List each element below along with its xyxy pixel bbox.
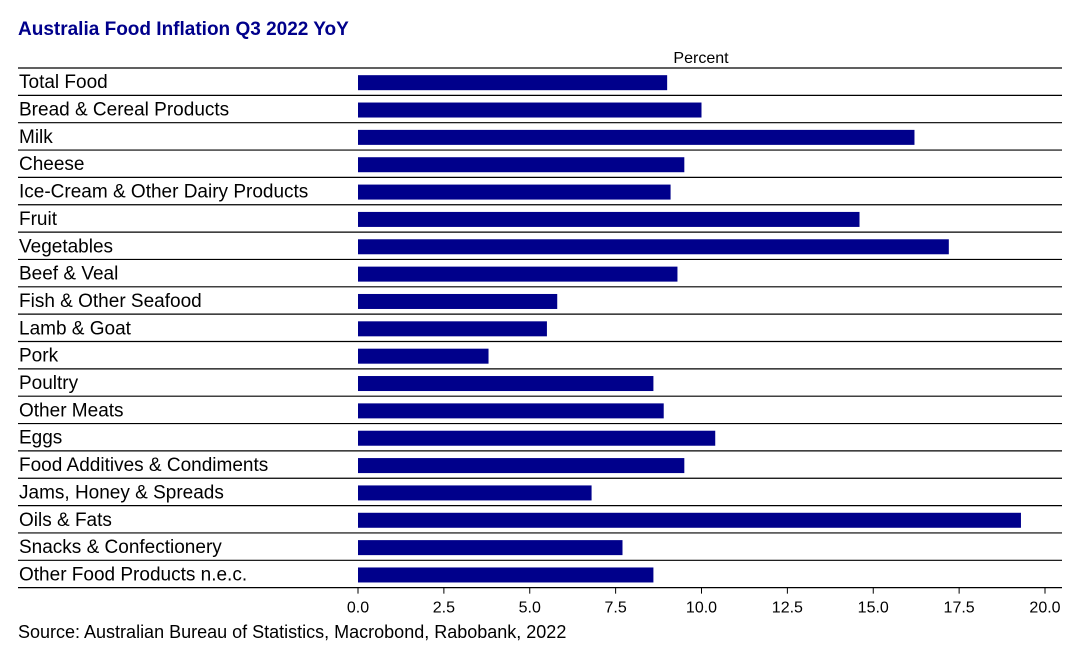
bar bbox=[358, 403, 664, 419]
bar bbox=[358, 239, 949, 255]
category-label: Food Additives & Condiments bbox=[19, 455, 268, 476]
x-tick-label: 12.5 bbox=[772, 600, 803, 617]
bar bbox=[358, 184, 671, 200]
category-label: Snacks & Confectionery bbox=[19, 537, 222, 558]
bar bbox=[358, 458, 685, 474]
bar bbox=[358, 512, 1021, 528]
category-label: Lamb & Goat bbox=[19, 318, 132, 339]
bar bbox=[358, 102, 702, 118]
x-tick-label: 10.0 bbox=[686, 600, 717, 617]
chart-title: Australia Food Inflation Q3 2022 YoY bbox=[18, 19, 349, 40]
category-label: Pork bbox=[19, 346, 59, 367]
category-label: Jams, Honey & Spreads bbox=[19, 482, 224, 503]
category-label: Fish & Other Seafood bbox=[19, 291, 202, 312]
category-label: Oils & Fats bbox=[19, 510, 112, 531]
x-tick-label: 7.5 bbox=[605, 600, 627, 617]
category-label: Beef & Veal bbox=[19, 264, 118, 285]
x-tick-label: 5.0 bbox=[519, 600, 541, 617]
bar bbox=[358, 321, 547, 337]
bar bbox=[358, 348, 489, 364]
x-tick-label: 0.0 bbox=[347, 600, 369, 617]
category-label: Other Food Products n.e.c. bbox=[19, 564, 247, 585]
bar bbox=[358, 129, 915, 145]
category-label: Vegetables bbox=[19, 236, 113, 257]
bar bbox=[358, 157, 685, 173]
category-label: Fruit bbox=[19, 209, 58, 230]
bar bbox=[358, 75, 668, 91]
x-tick-label: 17.5 bbox=[944, 600, 975, 617]
bar bbox=[358, 567, 654, 583]
category-label: Ice-Cream & Other Dairy Products bbox=[19, 182, 308, 203]
unit-label: Percent bbox=[673, 50, 729, 67]
category-label: Cheese bbox=[19, 154, 85, 175]
bar bbox=[358, 540, 623, 556]
category-label: Other Meats bbox=[19, 400, 124, 421]
bar bbox=[358, 485, 592, 501]
x-tick-label: 15.0 bbox=[858, 600, 889, 617]
category-label: Milk bbox=[19, 127, 53, 148]
x-tick-label: 2.5 bbox=[433, 600, 455, 617]
bar bbox=[358, 211, 860, 227]
bar bbox=[358, 430, 716, 446]
x-tick-label: 20.0 bbox=[1029, 600, 1060, 617]
bar bbox=[358, 293, 558, 309]
bar bbox=[358, 266, 678, 282]
category-label: Bread & Cereal Products bbox=[19, 100, 229, 121]
category-label: Eggs bbox=[19, 428, 62, 449]
bar bbox=[358, 376, 654, 392]
category-label: Total Food bbox=[19, 72, 108, 93]
category-label: Poultry bbox=[19, 373, 79, 394]
source-note: Source: Australian Bureau of Statistics,… bbox=[18, 622, 567, 642]
